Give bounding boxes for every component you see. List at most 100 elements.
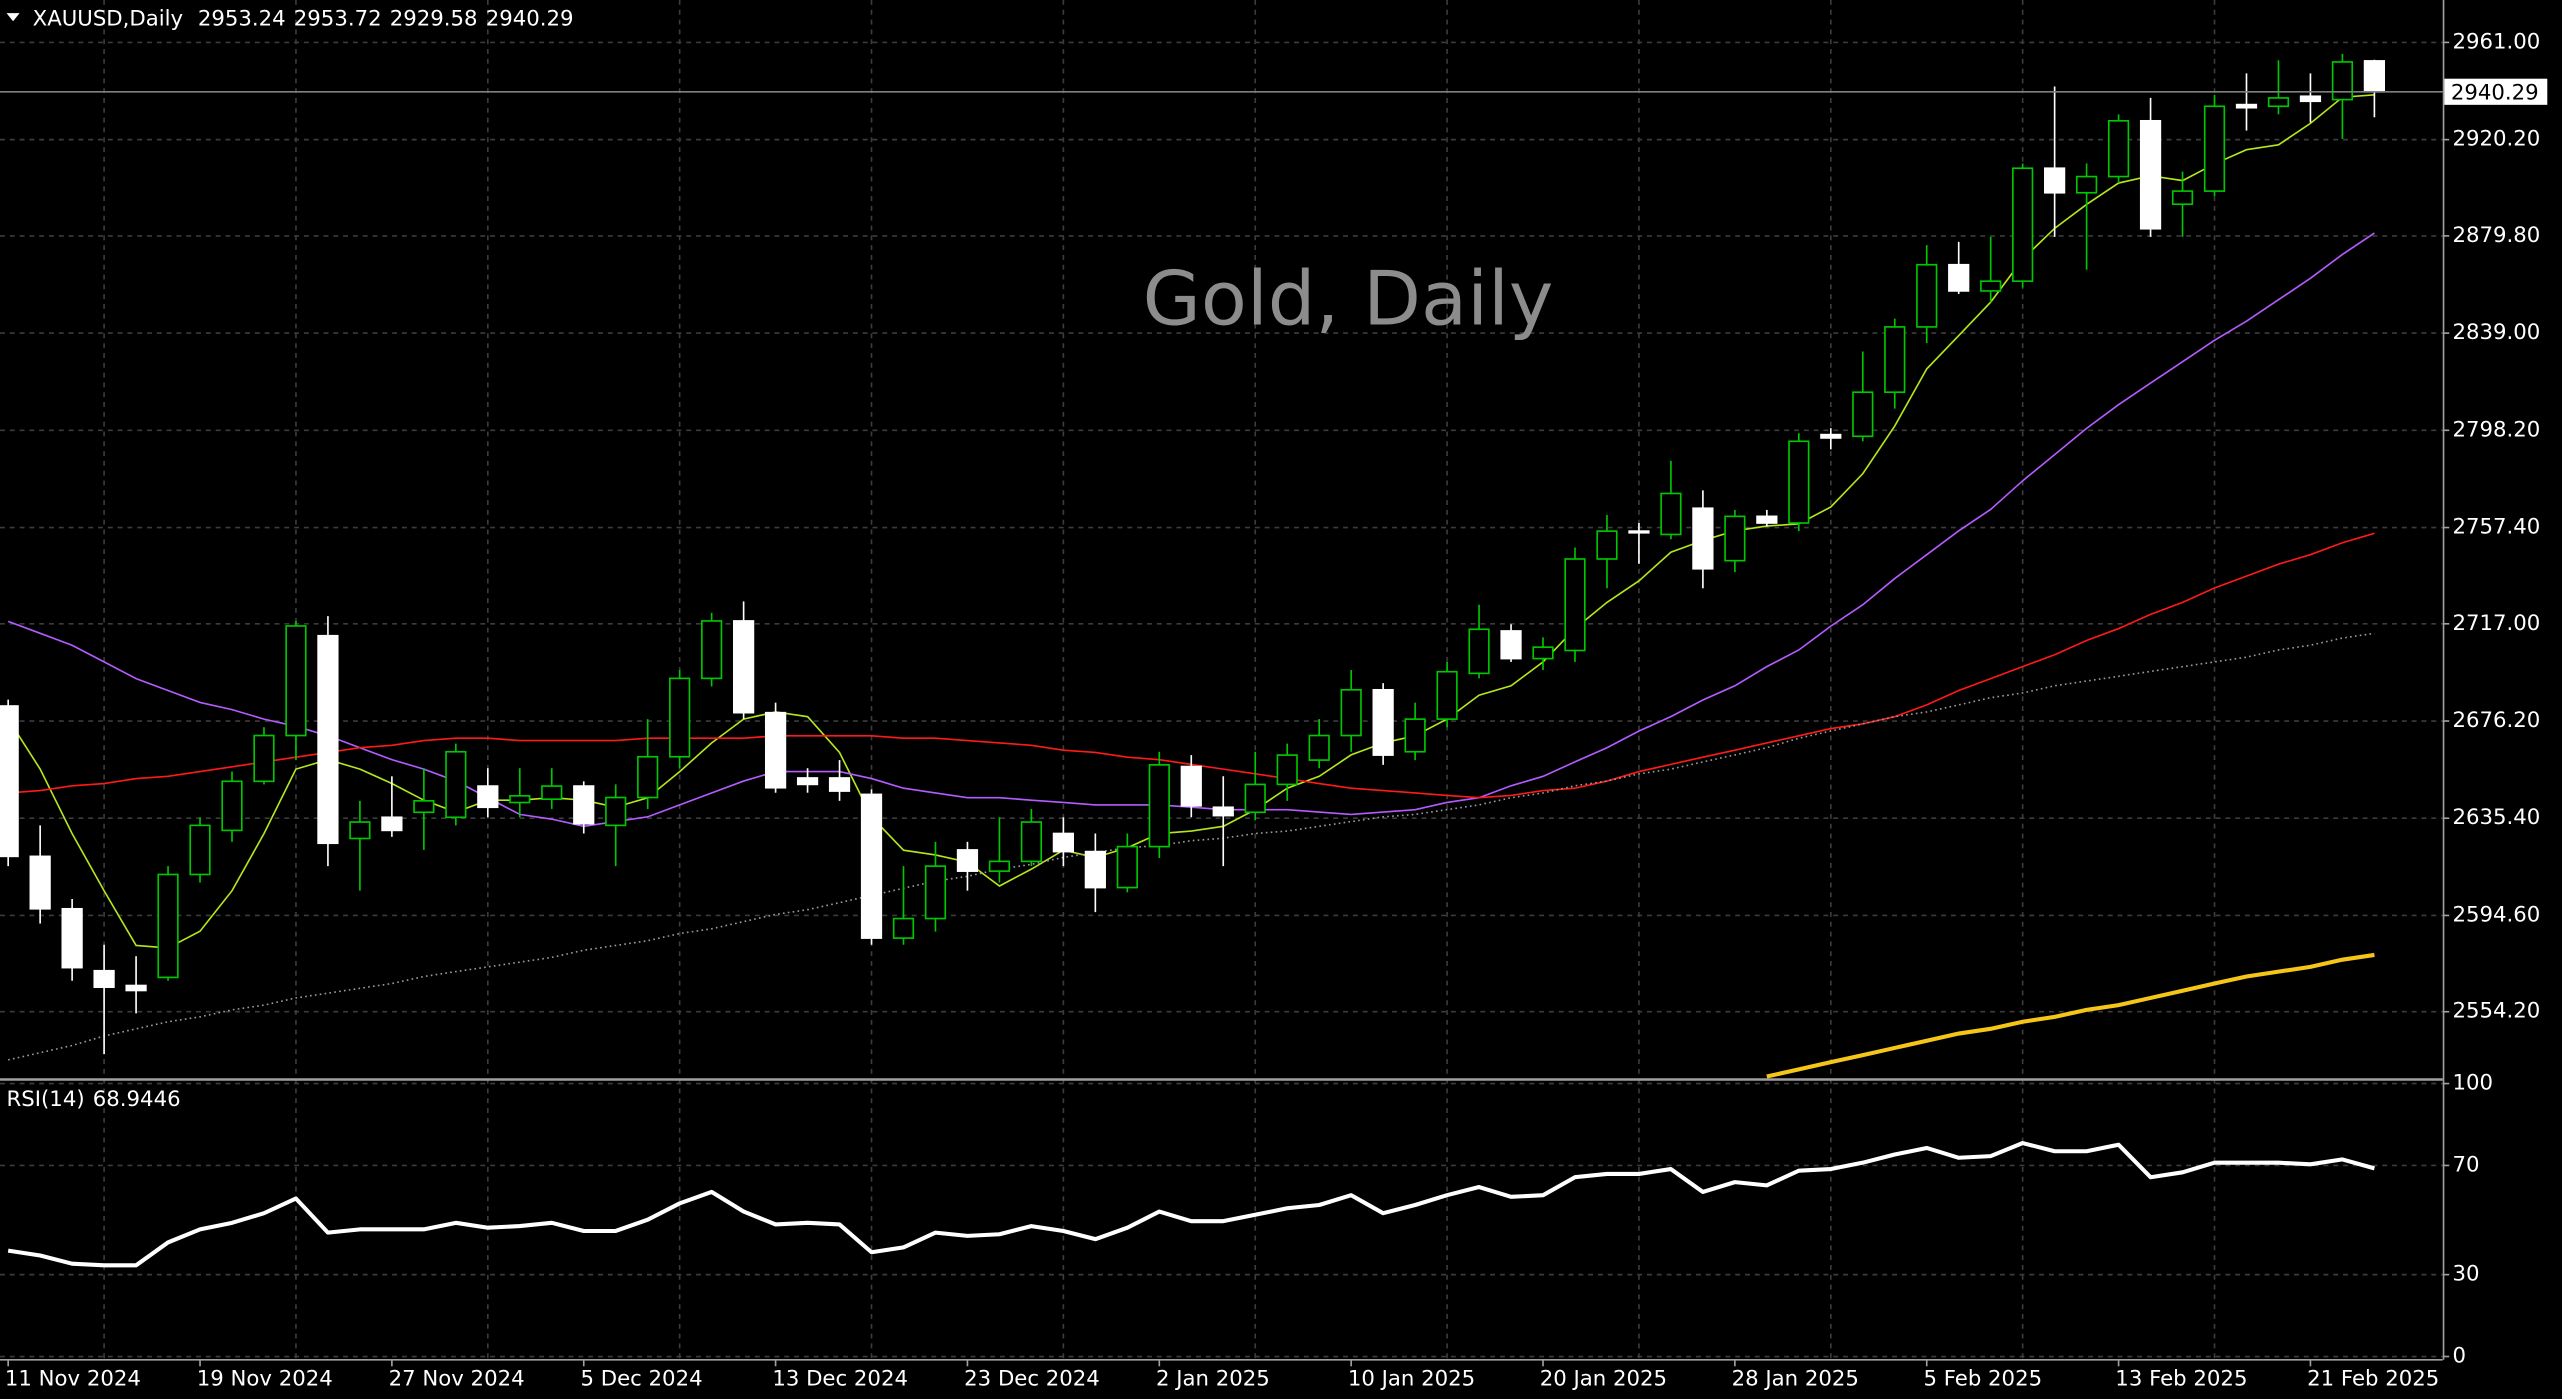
candle-body [509,795,531,804]
y-tick-label: 0 [2453,1344,2467,1369]
marks-layer [0,53,2443,1268]
candle-body [2363,60,2386,93]
candle-body [2171,190,2194,206]
candle-body [2139,119,2162,230]
y-tick-label: 2594.60 [2453,902,2541,927]
x-tick-label: 10 Jan 2025 [1348,1366,1475,1391]
candle-body [1692,507,1714,570]
candle-body [573,785,595,825]
candle-body [61,907,83,969]
header-close: 2940.29 [486,7,574,32]
candle-body [157,873,179,979]
candle-body [892,917,915,939]
header-high: 2953.72 [294,7,382,32]
candle-body [988,860,1011,872]
candle-body [2075,175,2098,194]
x-tick-label: 13 Feb 2025 [2115,1366,2247,1391]
x-tick-label: 20 Jan 2025 [1540,1366,1667,1391]
candle-body [956,849,979,872]
y-tick-label: 2920.20 [2453,127,2541,152]
current-price-label: 2940.29 [2451,80,2539,105]
candle-body [1852,391,1874,438]
y-tick-label: 2879.80 [2453,223,2541,248]
moving-average [7,632,2375,1061]
candle-body [445,750,467,819]
current-price-box [2444,78,2548,105]
collapse-arrow[interactable] [6,13,20,22]
candle-body [1916,263,1938,328]
candle-body [1372,688,1394,756]
candle-body [1180,765,1202,807]
candle-body [828,777,851,792]
candle-body [2235,103,2258,109]
candle-body [669,677,691,758]
candle-body [1084,850,1106,889]
y-tick-label: 2961.00 [2453,29,2541,54]
candle-body [1052,832,1074,853]
header: XAUUSD,Daily 2953.24 2953.72 2929.58 2940.29 [33,7,574,32]
candle-body [1788,440,1810,524]
candle-body [1564,558,1586,652]
candle-body [2267,97,2290,108]
candle-body [2107,119,2130,178]
candle-body [1980,280,2002,292]
candle-body [1020,821,1043,863]
x-tick-label: 13 Dec 2024 [772,1366,908,1391]
x-tick-label: 23 Dec 2024 [964,1366,1100,1391]
y-tick-label: 2839.00 [2453,320,2541,345]
candle-body [605,796,627,827]
candle-body [1756,515,1778,524]
candle-body [701,620,723,680]
candle-body [1532,646,1554,660]
axis-layer: 11 Nov 2024 19 Nov 2024 27 Nov 2024 5 Dec 2… [5,29,2548,1391]
candle-body [1820,433,1842,439]
candle-body [1148,764,1170,848]
candle-body [764,711,787,789]
x-tick-label: 28 Jan 2025 [1732,1366,1859,1391]
candle-body [1628,530,1650,534]
candle-body [349,821,371,840]
y-tick-label: 100 [2453,1071,2494,1096]
candle-body [1116,845,1138,889]
candle-body [1948,263,1970,292]
header-low: 2929.58 [390,7,478,32]
x-tick-label: 19 Nov 2024 [197,1366,333,1391]
y-tick-label: 2757.40 [2453,515,2541,540]
candle-body [125,984,147,992]
x-tick-label: 27 Nov 2024 [389,1366,525,1391]
candle-body [1500,630,1522,660]
rsi-line [7,1141,2375,1268]
candle-body [93,969,115,988]
candle-body [2044,167,2066,194]
moving-average [1766,952,2375,1079]
y-tick-label: 2798.20 [2453,417,2541,442]
candle-body [413,800,435,814]
candle-body [2012,167,2034,282]
x-tick-label: 11 Nov 2024 [5,1366,141,1391]
x-tick-label: 5 Feb 2025 [1923,1366,2042,1391]
candle-body [29,855,51,910]
candle-body [732,620,755,714]
candle-body [1436,670,1458,720]
y-tick-label: 2676.20 [2453,708,2541,733]
candle-body [860,793,883,939]
candle-body [381,816,403,832]
rsi-header: RSI(14) 68.9446 [7,1087,181,1112]
candle-body [1724,515,1746,562]
x-tick-label: 2 Jan 2025 [1156,1366,1270,1391]
candle-body [1660,492,1682,536]
header-open: 2953.24 [198,7,286,32]
candle-body [637,755,659,799]
candle-body [1404,718,1426,753]
candle-body [1276,754,1298,786]
y-tick-label: 2717.00 [2453,611,2541,636]
x-tick-label: 21 Feb 2025 [2307,1366,2439,1391]
symbol: XAUUSD,Daily [33,7,183,32]
y-tick-label: 2554.20 [2453,999,2541,1024]
candle-body [221,780,243,832]
candle-body [2203,105,2226,192]
candle-body [1468,628,1490,675]
y-tick-label: 2635.40 [2453,805,2541,830]
rsi-value: 68.9446 [93,1087,181,1112]
